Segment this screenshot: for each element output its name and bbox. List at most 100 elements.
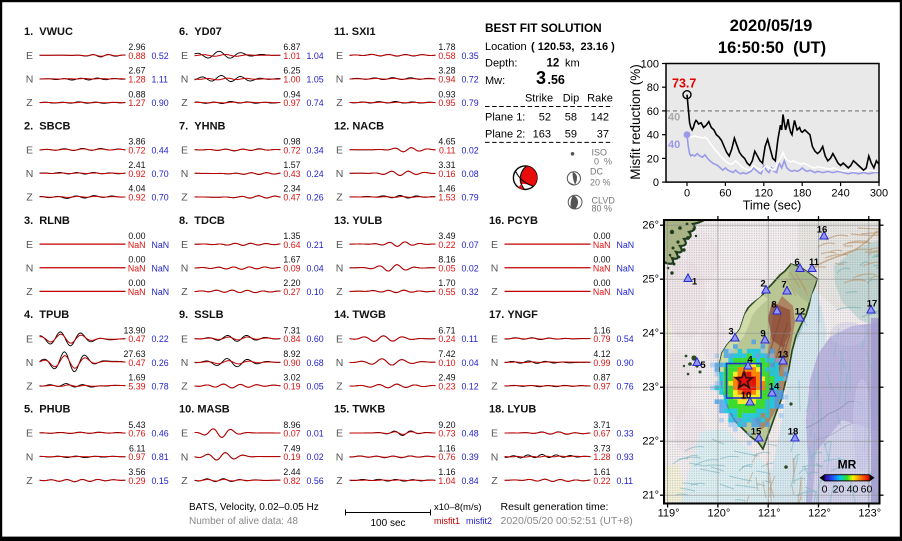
svg-text:0.00: 0.00: [593, 255, 610, 265]
svg-text:Z: Z: [181, 192, 188, 204]
svg-text:1.16: 1.16: [438, 467, 455, 477]
svg-text:5. PHUB: 5. PHUB: [24, 404, 71, 416]
svg-text:0.00: 0.00: [593, 278, 610, 288]
svg-text:0.39: 0.39: [462, 452, 479, 462]
svg-text:1.28: 1.28: [128, 75, 145, 85]
svg-text:5.39: 5.39: [128, 381, 145, 391]
svg-text:122°: 122°: [808, 508, 831, 520]
svg-text:0.84: 0.84: [283, 334, 300, 344]
svg-text:Strike: Strike: [525, 93, 553, 105]
svg-text:9.20: 9.20: [438, 420, 455, 430]
svg-text:0.99: 0.99: [593, 358, 610, 368]
svg-text:3.73: 3.73: [593, 443, 610, 453]
svg-text:2.44: 2.44: [283, 467, 300, 477]
svg-text:15: 15: [751, 427, 762, 438]
svg-text:3.56: 3.56: [128, 467, 145, 477]
svg-text:N: N: [336, 168, 344, 180]
svg-text:N: N: [26, 451, 34, 463]
svg-text:0.84: 0.84: [462, 476, 479, 486]
svg-text:2.20: 2.20: [283, 278, 300, 288]
svg-text:0.90: 0.90: [152, 98, 169, 108]
svg-text:14: 14: [769, 382, 780, 393]
svg-text:Z: Z: [336, 192, 343, 204]
svg-text:4.65: 4.65: [438, 137, 455, 147]
svg-text:N: N: [26, 74, 34, 86]
svg-text:58: 58: [565, 111, 577, 123]
svg-text:Number of alive data: 48: Number of alive data: 48: [189, 516, 298, 527]
svg-text:0.16: 0.16: [438, 169, 455, 179]
svg-text:0.22: 0.22: [438, 240, 455, 250]
svg-text:60: 60: [719, 188, 731, 200]
svg-text:0.01: 0.01: [307, 429, 324, 439]
svg-text:E: E: [491, 428, 498, 440]
svg-text:0.72: 0.72: [283, 145, 300, 155]
svg-text:6.71: 6.71: [438, 325, 455, 335]
svg-text:1.01: 1.01: [283, 51, 300, 61]
svg-text:1.53: 1.53: [438, 193, 455, 203]
svg-text:0.79: 0.79: [462, 98, 479, 108]
svg-text:3.86: 3.86: [128, 137, 145, 147]
svg-text:E: E: [181, 144, 188, 156]
svg-text:7. YHNB: 7. YHNB: [179, 120, 226, 132]
svg-text:0.88: 0.88: [128, 89, 145, 99]
svg-text:1.61: 1.61: [593, 467, 610, 477]
svg-text:25°: 25°: [642, 274, 659, 286]
svg-text:CLVD: CLVD: [592, 195, 616, 205]
svg-text:E: E: [336, 333, 343, 345]
svg-text:N: N: [491, 263, 499, 275]
svg-text:E: E: [181, 428, 188, 440]
svg-text:123°: 123°: [858, 508, 881, 520]
svg-text:Z: Z: [181, 286, 188, 298]
svg-text:4. TPUB: 4. TPUB: [24, 309, 69, 321]
svg-text:0.76: 0.76: [438, 452, 455, 462]
svg-text:20: 20: [833, 484, 845, 496]
svg-text:73.7: 73.7: [672, 77, 696, 91]
svg-text:9. SSLB: 9. SSLB: [179, 309, 224, 321]
svg-text:0.64: 0.64: [283, 240, 300, 250]
svg-text:0.00: 0.00: [128, 231, 145, 241]
svg-text:1.16: 1.16: [438, 443, 455, 453]
svg-text:E: E: [26, 239, 33, 251]
svg-text:0.76: 0.76: [128, 429, 145, 439]
svg-text:0.21: 0.21: [307, 240, 324, 250]
svg-text:misfit1: misfit1: [434, 516, 460, 526]
svg-text:Z: Z: [336, 286, 343, 298]
svg-text:0.26: 0.26: [152, 358, 169, 368]
svg-text:59: 59: [565, 129, 577, 141]
svg-text:26°: 26°: [642, 220, 659, 232]
svg-text:Z: Z: [491, 381, 498, 393]
svg-text:2.41: 2.41: [128, 160, 145, 170]
svg-text:1.69: 1.69: [128, 373, 145, 383]
svg-text:2020/05/19: 2020/05/19: [730, 17, 813, 35]
svg-text:16:50:50 (UT): 16:50:50 (UT): [718, 39, 826, 57]
svg-text:0.22: 0.22: [152, 334, 169, 344]
svg-text:Mw:: Mw:: [485, 75, 505, 87]
svg-text:7.31: 7.31: [283, 325, 300, 335]
svg-text:40: 40: [668, 139, 680, 151]
svg-text:12: 12: [547, 58, 560, 70]
svg-text:E: E: [181, 50, 188, 62]
svg-text:2020/05/20 00:52:51 (UT+8): 2020/05/20 00:52:51 (UT+8): [501, 515, 633, 527]
svg-text:Z: Z: [491, 475, 498, 487]
svg-text:8.96: 8.96: [283, 420, 300, 430]
svg-text:MR: MR: [838, 458, 857, 472]
svg-text:Rake: Rake: [587, 93, 613, 105]
svg-text:0.94: 0.94: [438, 75, 455, 85]
svg-text:BATS, Velocity, 0.02–0.05 Hz: BATS, Velocity, 0.02–0.05 Hz: [189, 502, 319, 513]
svg-text:N: N: [181, 451, 189, 463]
svg-text:0.79: 0.79: [462, 193, 479, 203]
svg-text:27.63: 27.63: [123, 349, 145, 359]
svg-text:0.19: 0.19: [283, 381, 300, 391]
svg-text:N: N: [336, 74, 344, 86]
svg-text:N: N: [336, 451, 344, 463]
svg-text:N: N: [181, 168, 189, 180]
svg-text:0.08: 0.08: [462, 169, 479, 179]
svg-text:13. YULB: 13. YULB: [334, 215, 382, 227]
svg-text:0.67: 0.67: [593, 429, 610, 439]
svg-text:Z: Z: [181, 381, 188, 393]
svg-text:N: N: [26, 263, 34, 275]
svg-text:300: 300: [870, 188, 888, 200]
svg-text:0.90: 0.90: [283, 358, 300, 368]
svg-text:3.49: 3.49: [438, 231, 455, 241]
svg-text:10. MASB: 10. MASB: [179, 404, 230, 416]
